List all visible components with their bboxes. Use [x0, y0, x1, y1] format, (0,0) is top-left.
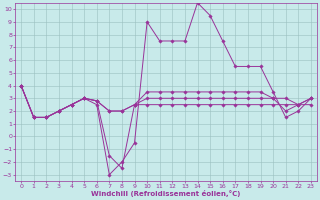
X-axis label: Windchill (Refroidissement éolien,°C): Windchill (Refroidissement éolien,°C)	[91, 190, 241, 197]
